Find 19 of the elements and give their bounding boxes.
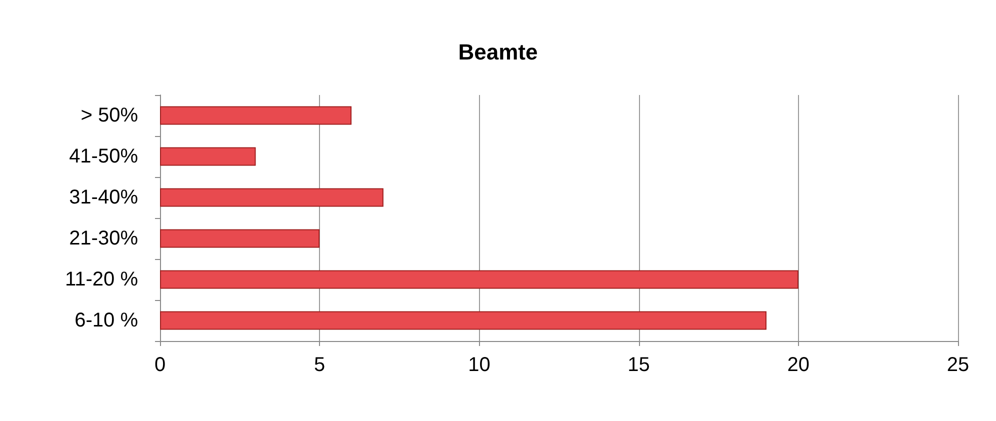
- y-tick-label: 31-40%: [69, 186, 138, 208]
- bar: [160, 188, 384, 207]
- y-tick-label: > 50%: [80, 104, 138, 126]
- bar: [160, 147, 256, 166]
- bar: [160, 229, 320, 248]
- bar: [160, 270, 798, 289]
- y-tick-label: 41-50%: [69, 146, 138, 168]
- x-tick-label: 5: [314, 354, 326, 376]
- chart-title: Beamte: [458, 40, 538, 64]
- x-tick-label: 25: [946, 354, 970, 376]
- x-tick-label: 10: [468, 354, 490, 376]
- x-tick-label: 15: [628, 354, 650, 376]
- x-tick-label: 0: [154, 354, 166, 376]
- y-tick-label: 6-10 %: [74, 310, 138, 332]
- bar: [160, 311, 766, 330]
- y-tick-label: 11-20 %: [64, 268, 138, 290]
- x-tick-label: 20: [787, 354, 810, 376]
- y-tick-label: 21-30%: [69, 228, 138, 250]
- bar: [160, 106, 352, 125]
